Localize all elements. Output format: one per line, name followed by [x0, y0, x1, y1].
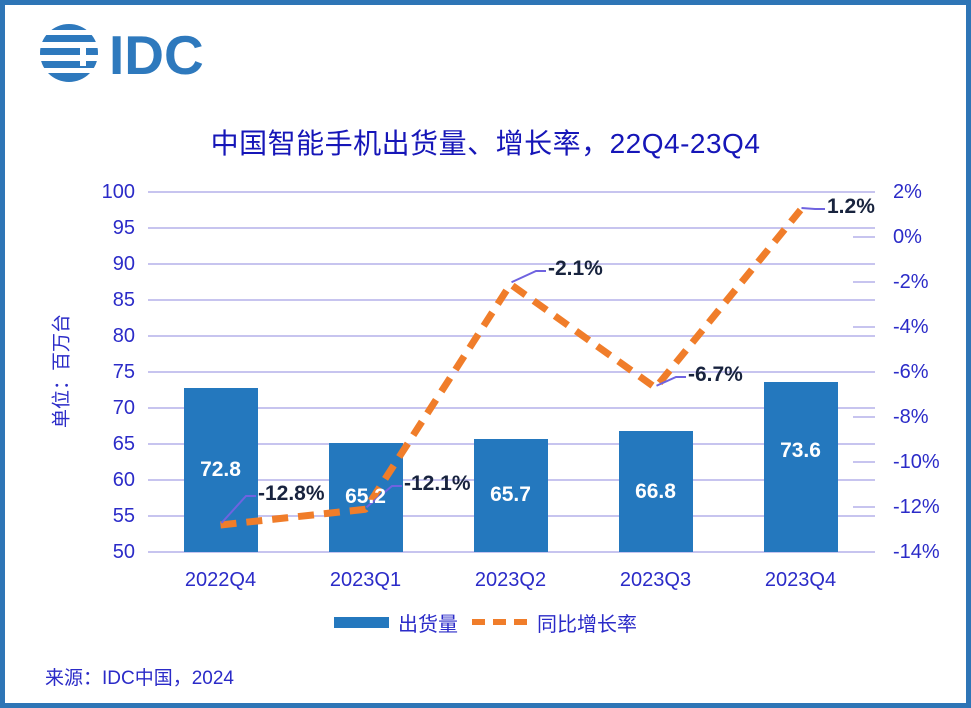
left-axis-tick-label: 60 — [112, 469, 135, 491]
right-axis-tick-label: -4% — [893, 316, 929, 338]
dashed-line-swatch-icon — [472, 619, 528, 625]
left-axis-tick-label: 75 — [112, 361, 135, 383]
idc-globe-icon — [39, 24, 101, 82]
left-axis-tick-label: 90 — [112, 253, 135, 275]
right-axis-tick — [853, 326, 875, 328]
chart-title: 中国智能手机出货量、增长率，22Q4-23Q4 — [210, 128, 761, 159]
left-axis-tick-label: 85 — [112, 289, 135, 311]
growth-value-label: -6.7% — [688, 363, 743, 386]
idc-logo-text: IDC — [109, 24, 204, 84]
left-axis-tick-label: 95 — [112, 217, 135, 239]
legend-item-shipments: 出货量 — [334, 608, 458, 637]
right-axis-tick — [853, 236, 875, 238]
right-axis-tick-label: 2% — [893, 181, 922, 203]
growth-value-label: -2.1% — [548, 257, 603, 280]
right-axis-tick-label: -2% — [893, 271, 929, 293]
grid-line — [148, 227, 875, 229]
x-axis-category-label: 2023Q3 — [619, 569, 692, 591]
bar-series-swatch-icon — [334, 616, 389, 628]
right-axis-tick-label: -8% — [893, 406, 929, 428]
label-leader-line — [656, 376, 686, 387]
right-axis-tick-label: -6% — [893, 361, 929, 383]
grid-line — [148, 551, 875, 553]
right-axis-tick — [853, 506, 875, 508]
grid-line — [148, 335, 875, 337]
left-axis-tick-label: 100 — [101, 181, 135, 203]
legend-label-growth: 同比增长率 — [537, 613, 637, 636]
label-leader-line — [511, 270, 546, 284]
legend-item-growth: 同比增长率 — [472, 608, 637, 637]
right-axis-tick — [853, 371, 875, 373]
grid-line — [148, 371, 875, 373]
bar-value-label: 65.2 — [345, 485, 386, 509]
left-axis-tick-label: 80 — [112, 325, 135, 347]
x-axis-category-label: 2023Q4 — [764, 569, 837, 591]
x-axis-category-label: 2023Q1 — [329, 569, 402, 591]
right-axis-tick-label: -14% — [893, 541, 940, 563]
growth-value-label: 1.2% — [827, 195, 875, 218]
idc-logo: IDC — [39, 24, 204, 84]
x-axis-category-label: 2022Q4 — [184, 569, 257, 591]
left-axis-tick-label: 65 — [112, 433, 135, 455]
left-axis-tick-label: 70 — [112, 397, 135, 419]
bar-value-label: 73.6 — [780, 439, 821, 463]
right-axis-tick-label: -10% — [893, 451, 940, 473]
legend: 出货量 同比增长率 — [5, 608, 966, 636]
right-axis-tick — [853, 281, 875, 283]
right-axis-tick-label: 0% — [893, 226, 922, 248]
left-axis-tick-label: 55 — [112, 505, 135, 527]
left-axis-tick-label: 50 — [112, 541, 135, 563]
grid-line — [148, 191, 875, 193]
label-leader-line — [801, 207, 825, 210]
bar-value-label: 65.7 — [490, 483, 531, 507]
bar-value-label: 66.8 — [635, 479, 676, 503]
shipment-bar — [763, 382, 838, 552]
right-axis-tick — [853, 191, 875, 193]
grid-line — [148, 263, 875, 265]
bar-value-label: 72.8 — [200, 457, 241, 481]
right-axis-tick — [853, 551, 875, 553]
right-axis-tick — [853, 416, 875, 418]
right-axis-tick-label: -12% — [893, 496, 940, 518]
growth-value-label: -12.1% — [404, 472, 471, 495]
growth-line-overlay — [220, 207, 825, 529]
grid-line — [148, 299, 875, 301]
legend-label-shipments: 出货量 — [398, 613, 458, 636]
growth-value-label: -12.8% — [258, 482, 325, 505]
x-axis-category-label: 2023Q2 — [474, 569, 547, 591]
source-note: 来源：IDC中国，2024 — [45, 668, 234, 689]
right-axis-tick — [853, 461, 875, 463]
